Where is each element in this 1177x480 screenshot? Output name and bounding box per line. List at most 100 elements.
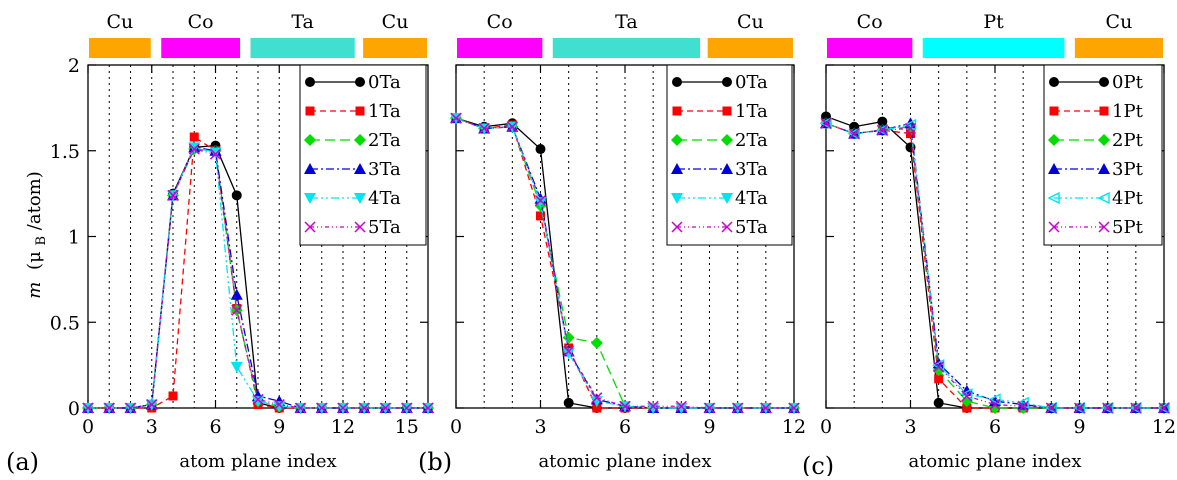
data-point-5pt xyxy=(1130,402,1142,414)
y-tick-label: 2 xyxy=(68,55,80,77)
x-tick-label: 12 xyxy=(1152,416,1176,438)
legend-marker-1pt xyxy=(1049,106,1059,116)
legend-marker-1ta xyxy=(722,106,732,116)
legend-label-2ta: 2Ta xyxy=(368,130,401,151)
data-point-5ta xyxy=(273,399,285,411)
layer-label-cu: Cu xyxy=(382,11,409,33)
legend-marker-0ta xyxy=(672,77,682,87)
data-point-5ta xyxy=(252,393,264,405)
legend-marker-1ta xyxy=(672,106,682,116)
legend-marker-2ta xyxy=(354,134,366,146)
x-tick-label: 6 xyxy=(619,416,631,438)
data-point-5ta-stroke-b xyxy=(273,399,285,411)
legend-label-2pt: 2Pt xyxy=(1112,130,1144,151)
svg-text:m (μ B /atom: m (μ B /atom) xyxy=(24,171,50,299)
data-point-5pt-stroke-b xyxy=(1073,402,1086,414)
data-point-5ta xyxy=(358,402,370,414)
legend-marker-0pt xyxy=(1099,77,1109,87)
legend-label-1ta: 1Ta xyxy=(735,101,768,122)
data-point-5ta xyxy=(337,402,349,414)
legend-marker-5ta xyxy=(304,221,316,233)
x-tick-label: 9 xyxy=(703,416,715,438)
legend-marker-4pt xyxy=(1097,191,1110,205)
data-point-5ta-stroke-b xyxy=(760,402,772,414)
x-axis-label: atomic plane index xyxy=(908,451,1081,472)
x-tick-label: 3 xyxy=(534,416,546,438)
panel-label: (b) xyxy=(418,448,452,476)
legend-marker-4ta xyxy=(354,193,366,204)
data-point-5pt-stroke-b xyxy=(1045,402,1057,414)
data-point-1pt xyxy=(934,374,944,384)
data-point-5ta-stroke-b xyxy=(422,402,434,414)
data-point-1ta xyxy=(592,403,602,413)
data-point-5pt xyxy=(1102,402,1114,414)
y-axis-label-sub: B xyxy=(34,236,49,246)
data-point-4ta xyxy=(230,361,243,373)
data-point-4pt xyxy=(1072,401,1086,415)
data-point-4ta xyxy=(534,197,547,209)
x-tick-label: 6 xyxy=(209,416,221,438)
legend-box xyxy=(666,64,793,246)
legend-marker-5pt-stroke-b xyxy=(1098,221,1110,233)
layer-bar-co xyxy=(161,38,240,58)
data-point-5ta-stroke-b xyxy=(294,402,307,414)
layer-bar-cu xyxy=(363,38,427,58)
legend-marker-4ta xyxy=(721,193,733,204)
legend-label-5pt: 5Pt xyxy=(1112,217,1144,238)
x-tick-label: 0 xyxy=(82,416,94,438)
data-point-5ta xyxy=(703,402,716,414)
layer-label-co: Co xyxy=(487,11,513,33)
data-point-5pt xyxy=(848,128,860,140)
chart-panel-1: Cu Co Ta Cu 0 3 6 9 12 15 0 0.5 1 1.5 2 atom plane inde… xyxy=(6,11,434,476)
data-point-5pt-stroke-b xyxy=(933,361,945,373)
legend-label-1pt: 1Pt xyxy=(1112,101,1144,122)
legend-marker-3ta xyxy=(304,163,316,174)
data-point-5ta xyxy=(379,402,392,414)
layer-label-cu: Cu xyxy=(737,11,764,33)
data-point-4pt xyxy=(1157,401,1170,415)
legend-label-4ta: 4Ta xyxy=(368,188,401,209)
legend-marker-1pt xyxy=(1099,106,1109,116)
legend-marker-5pt xyxy=(1098,221,1110,233)
data-point-5ta xyxy=(167,189,179,201)
legend-marker-5pt xyxy=(1048,221,1060,233)
legend-label-5ta: 5Ta xyxy=(735,217,768,238)
legend-label-1ta: 1Ta xyxy=(368,101,401,122)
legend-label-0pt: 0Pt xyxy=(1112,72,1144,93)
legend-marker-5pt-stroke-b xyxy=(1048,221,1060,233)
data-point-5ta xyxy=(760,402,772,414)
data-point-5pt-stroke-b xyxy=(904,122,917,134)
y-tick-label: 1.5 xyxy=(50,141,80,163)
data-point-5ta xyxy=(478,122,490,134)
panel-label: (a) xyxy=(6,448,39,476)
layer-label-ta: Ta xyxy=(291,11,314,33)
data-point-5pt xyxy=(933,361,945,373)
data-point-5ta xyxy=(788,402,800,414)
data-point-5pt-stroke-b xyxy=(989,399,1001,411)
legend-marker-5ta xyxy=(354,221,366,233)
legend-marker-4ta xyxy=(671,193,683,204)
x-axis-label: atomic plane index xyxy=(538,451,711,472)
legend-marker-5ta-stroke-b xyxy=(721,221,733,233)
layer-bar-pt xyxy=(922,38,1065,58)
data-point-5ta-stroke-b xyxy=(563,345,575,357)
legend: 0Ta 1Ta 2Ta 3Ta 4Ta 5Ta xyxy=(299,64,427,246)
legend-marker-5ta-stroke-b xyxy=(671,221,683,233)
series-5pt xyxy=(820,117,1170,414)
data-point-1ta xyxy=(189,132,199,142)
legend-marker-2pt xyxy=(1048,134,1060,146)
y-axis-label-m: m xyxy=(24,282,45,299)
data-point-5ta-stroke-b xyxy=(534,194,547,207)
data-point-4pt xyxy=(819,117,832,130)
data-point-5pt xyxy=(904,122,917,134)
data-point-5pt xyxy=(820,117,832,129)
data-point-0pt xyxy=(877,116,888,127)
legend-marker-3pt xyxy=(1048,163,1060,174)
y-tick-label: 1 xyxy=(68,227,80,249)
data-point-4pt xyxy=(1101,401,1114,415)
x-tick-label: 3 xyxy=(146,416,158,438)
legend-label-4ta: 4Ta xyxy=(735,188,768,209)
data-point-5ta xyxy=(619,400,631,412)
data-point-5ta xyxy=(647,400,659,412)
data-point-5ta-stroke-b xyxy=(788,402,800,414)
